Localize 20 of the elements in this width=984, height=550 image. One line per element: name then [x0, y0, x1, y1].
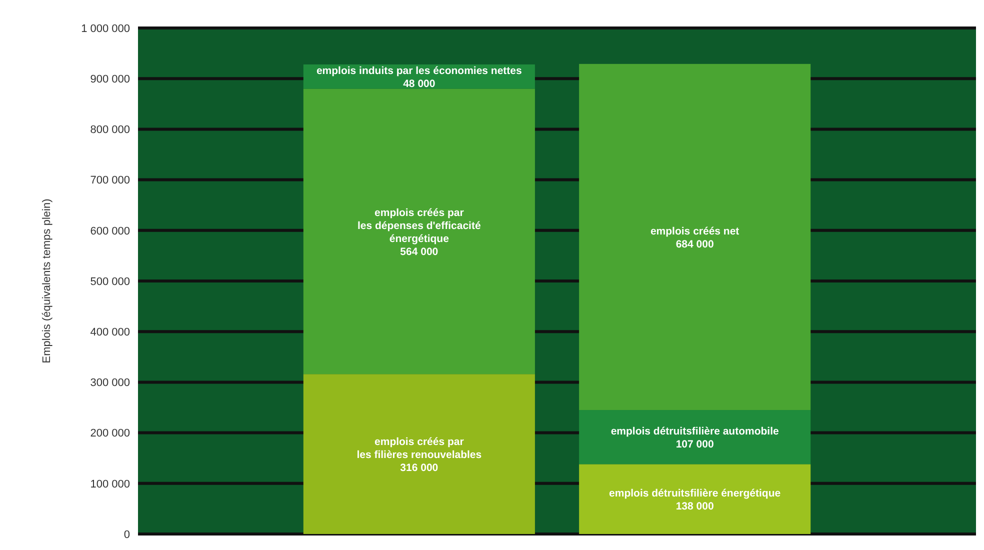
- y-tick-label: 900 000: [90, 73, 130, 86]
- y-tick-label: 800 000: [90, 124, 130, 136]
- bar: [303, 374, 535, 534]
- y-tick-label: 600 000: [90, 225, 130, 238]
- y-tick-label: 700 000: [90, 174, 130, 187]
- data-label: emplois détruitsfilière énergétique 138 000: [609, 488, 781, 513]
- y-tick-label: 400 000: [90, 326, 130, 338]
- data-label: emplois créés par les filières renouvelables 316 000: [356, 436, 482, 474]
- y-axis-title: Emplois (équivalents temps plein): [41, 198, 53, 364]
- data-label: emplois induits par les économies nettes 48 000: [316, 65, 522, 90]
- data-label: emplois détruitsfilière automobile 107 000: [610, 426, 780, 451]
- y-tick-label: 500 000: [90, 276, 130, 288]
- y-tick-label: 300 000: [90, 377, 130, 390]
- y-tick-label: 100 000: [90, 478, 130, 490]
- y-tick-label: 200 000: [90, 428, 130, 440]
- y-tick-label: 0: [124, 528, 130, 541]
- data-label: emplois créés net 684 000: [650, 225, 740, 250]
- y-tick-label: 1 000 000: [81, 22, 130, 35]
- bar: [579, 464, 811, 534]
- data-label: emplois créés par les dépenses d'efficacité énergétique 564 000: [358, 206, 481, 258]
